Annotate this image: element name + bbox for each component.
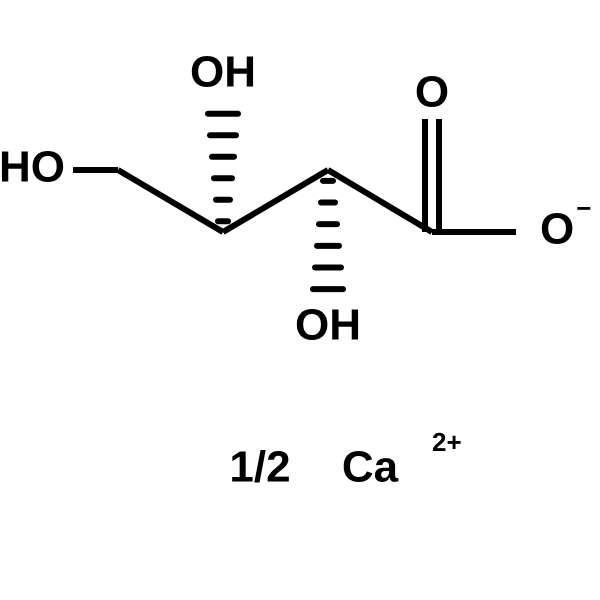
salt-cation: Ca [342, 443, 399, 492]
atom-label-o2: OH [295, 301, 361, 350]
atom-label-text: O [415, 68, 449, 117]
chemical-structure-svg: HOOHOHOO−1/2Ca2+ [0, 0, 600, 600]
atom-label-text: O [540, 205, 574, 254]
atom-label-text: HO [0, 143, 65, 192]
atom-label-text: OH [190, 48, 256, 97]
salt-coefficient: 1/2 [229, 443, 290, 492]
atom-label-o1n: O− [540, 193, 591, 254]
atom-label-o1d: O [415, 68, 449, 117]
atom-label-text: OH [295, 301, 361, 350]
atom-label-o4: HO [0, 143, 65, 192]
charge-superscript: − [576, 193, 591, 223]
salt-annotation: 1/2 Ca 2+ [229, 427, 461, 492]
salt-charge: 2+ [432, 427, 462, 457]
atom-label-o3: OH [190, 48, 256, 97]
